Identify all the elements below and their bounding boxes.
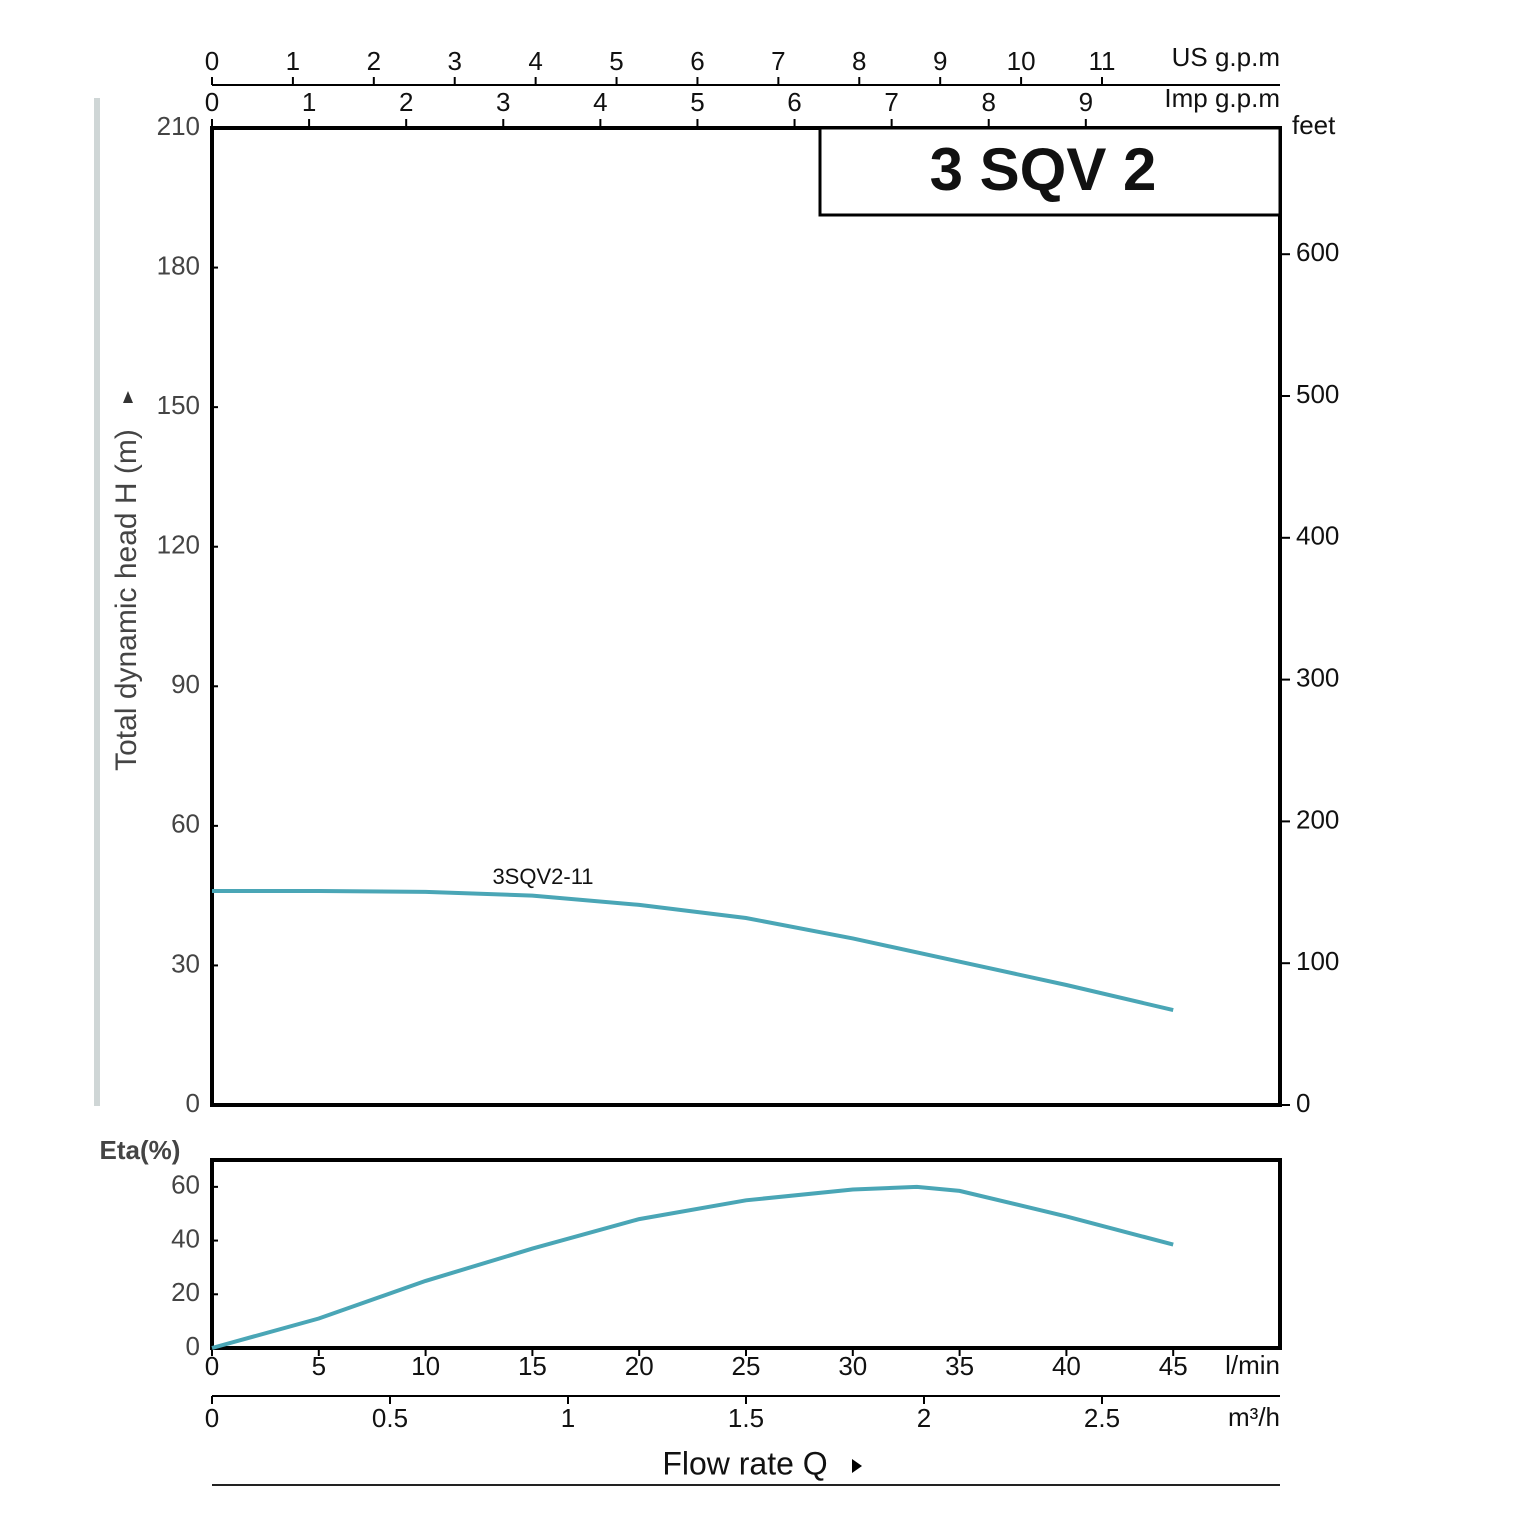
y-tick-label: 0	[186, 1331, 200, 1361]
top-tick-label: 6	[690, 46, 704, 76]
arrow	[852, 1459, 862, 1473]
top-tick-label: 4	[528, 46, 542, 76]
x-tick-label: 20	[625, 1351, 654, 1381]
top-axis-label: Imp g.p.m	[1164, 83, 1280, 113]
top-axis-label: US g.p.m	[1172, 42, 1280, 72]
x2-tick-label: 2	[917, 1403, 931, 1433]
x-tick-label: 5	[312, 1351, 326, 1381]
x2-tick-label: 1.5	[728, 1403, 764, 1433]
data-line	[211, 1184, 1174, 1350]
top-tick-label: 10	[1007, 46, 1036, 76]
y-tick-label: 40	[171, 1223, 200, 1253]
x2-unit: m³/h	[1228, 1402, 1280, 1432]
data-line	[212, 889, 1174, 1013]
top-tick-label: 9	[933, 46, 947, 76]
top-tick-label: 1	[286, 46, 300, 76]
plot-frame	[210, 126, 1282, 1107]
y2-tick-label: 0	[1296, 1088, 1310, 1118]
top-tick-label: 9	[1079, 87, 1093, 117]
y-tick-label: 60	[171, 809, 200, 839]
chart-title: 3 SQV 2	[930, 136, 1157, 203]
top-tick-label: 11	[1089, 46, 1116, 76]
side-bar	[94, 98, 100, 1106]
x-unit: l/min	[1225, 1350, 1280, 1380]
top-tick-label: 2	[399, 87, 413, 117]
series-label: 3SQV2-11	[492, 864, 593, 889]
y-tick-label: 180	[157, 250, 200, 280]
y-tick-label: 120	[157, 530, 200, 560]
y2-tick-label: 200	[1296, 804, 1339, 834]
x-tick-label: 35	[945, 1351, 974, 1381]
arrow	[123, 391, 133, 403]
top-tick-label: 8	[852, 46, 866, 76]
top-tick-label: 0	[205, 46, 219, 76]
y-tick-label: 20	[171, 1277, 200, 1307]
top-tick-label: 1	[302, 87, 316, 117]
x-tick-label: 15	[518, 1351, 547, 1381]
y2-tick-label: 400	[1296, 521, 1339, 551]
top-tick-label: 7	[884, 87, 898, 117]
x-axis-label: Flow rate Q	[662, 1445, 827, 1481]
top-tick-label: 8	[981, 87, 995, 117]
x-tick-label: 25	[732, 1351, 761, 1381]
y2-tick-label: 500	[1296, 379, 1339, 409]
x-tick-label: 0	[205, 1351, 219, 1381]
y2-tick-label: 600	[1296, 237, 1339, 267]
top-tick-label: 4	[593, 87, 607, 117]
top-tick-label: 5	[609, 46, 623, 76]
x2-tick-label: 0	[205, 1403, 219, 1433]
x-tick-label: 10	[411, 1351, 440, 1381]
y-tick-label: 60	[171, 1170, 200, 1200]
y-tick-label: 150	[157, 390, 200, 420]
y2-tick-label: 300	[1296, 662, 1339, 692]
x-tick-label: 30	[838, 1351, 867, 1381]
x-tick-label: 45	[1159, 1351, 1188, 1381]
y-axis-label: Total dynamic head H (m)	[110, 429, 143, 771]
top-tick-label: 2	[367, 46, 381, 76]
y-tick-label: 90	[171, 669, 200, 699]
y-tick-label: 0	[186, 1088, 200, 1118]
title-box	[818, 126, 1282, 217]
top-tick-label: 0	[205, 87, 219, 117]
top-tick-label: 6	[787, 87, 801, 117]
top-tick-label: 3	[496, 87, 510, 117]
y2-axis-label: feet	[1292, 110, 1336, 140]
top-tick-label: 5	[690, 87, 704, 117]
y-tick-label: 210	[157, 111, 200, 141]
x2-tick-label: 0.5	[372, 1403, 408, 1433]
x2-tick-label: 2.5	[1084, 1403, 1120, 1433]
top-tick-label: 7	[771, 46, 785, 76]
x2-tick-label: 1	[561, 1403, 575, 1433]
eta-frame	[210, 1158, 1282, 1350]
eta-label: Eta(%)	[100, 1135, 181, 1165]
y-tick-label: 30	[171, 948, 200, 978]
y2-tick-label: 100	[1296, 946, 1339, 976]
top-tick-label: 3	[447, 46, 461, 76]
x-tick-label: 40	[1052, 1351, 1081, 1381]
